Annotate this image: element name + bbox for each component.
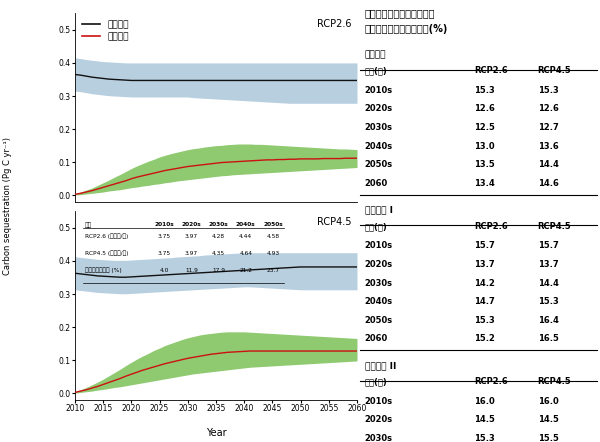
- Text: 2040s: 2040s: [365, 142, 393, 151]
- Text: 14.5: 14.5: [474, 415, 494, 424]
- Text: 2060: 2060: [365, 179, 388, 188]
- Text: RCP4.5: RCP4.5: [538, 377, 571, 386]
- Text: 15.7: 15.7: [538, 241, 559, 250]
- Text: 16.0: 16.0: [474, 397, 494, 406]
- Text: 15.2: 15.2: [474, 335, 494, 343]
- Text: 15.3: 15.3: [474, 316, 494, 325]
- Text: 14.2: 14.2: [474, 278, 494, 288]
- Text: 政策情景 I: 政策情景 I: [365, 206, 393, 214]
- Text: 2010s: 2010s: [365, 397, 393, 406]
- Text: RCP4.5: RCP4.5: [538, 66, 571, 76]
- Legend: 基准情景, 目标管理: 基准情景, 目标管理: [80, 18, 132, 44]
- Text: 2010s: 2010s: [365, 241, 393, 250]
- Text: 13.6: 13.6: [538, 142, 559, 151]
- Text: 15.3: 15.3: [538, 86, 559, 95]
- Text: 中国陆地生态系统碳汇抗消: 中国陆地生态系统碳汇抗消: [365, 8, 435, 18]
- Text: 13.7: 13.7: [538, 260, 559, 269]
- Text: 2020s: 2020s: [365, 415, 393, 424]
- Text: 12.5: 12.5: [474, 123, 494, 132]
- Text: Carbon sequestration (Pg C yr⁻¹): Carbon sequestration (Pg C yr⁻¹): [2, 137, 12, 274]
- Text: 16.4: 16.4: [538, 316, 559, 325]
- Text: RCP2.6: RCP2.6: [317, 19, 352, 29]
- Text: 14.6: 14.6: [538, 179, 559, 188]
- Text: 年代(年): 年代(年): [365, 222, 388, 231]
- Text: 2020s: 2020s: [365, 104, 393, 114]
- Text: 13.0: 13.0: [474, 142, 494, 151]
- Text: 15.7: 15.7: [474, 241, 494, 250]
- Text: RCP4.5: RCP4.5: [317, 217, 352, 227]
- Text: 2030s: 2030s: [365, 278, 393, 288]
- Text: 16.5: 16.5: [538, 335, 559, 343]
- Text: 2030s: 2030s: [365, 123, 393, 132]
- Text: 14.5: 14.5: [538, 415, 559, 424]
- Text: 12.6: 12.6: [474, 104, 494, 114]
- Text: 政策情景 II: 政策情景 II: [365, 361, 396, 370]
- Text: 15.5: 15.5: [538, 434, 559, 442]
- Text: 2060: 2060: [365, 335, 388, 343]
- Text: 16.0: 16.0: [538, 397, 559, 406]
- Text: Year: Year: [206, 427, 226, 438]
- Text: 2020s: 2020s: [365, 260, 393, 269]
- Text: 2030s: 2030s: [365, 434, 393, 442]
- Text: 14.4: 14.4: [538, 160, 559, 169]
- Text: 15.3: 15.3: [474, 434, 494, 442]
- Text: 2050s: 2050s: [365, 160, 393, 169]
- Text: 2050s: 2050s: [365, 316, 393, 325]
- Text: RCP2.6: RCP2.6: [474, 377, 508, 386]
- Text: 12.6: 12.6: [538, 104, 559, 114]
- Text: 15.3: 15.3: [538, 297, 559, 306]
- Text: 2040s: 2040s: [365, 297, 393, 306]
- Text: RCP4.5: RCP4.5: [538, 222, 571, 231]
- Text: 能源二氧化碳排放的比例(%): 能源二氧化碳排放的比例(%): [365, 24, 448, 34]
- Text: 15.3: 15.3: [474, 86, 494, 95]
- Text: 年代(年): 年代(年): [365, 377, 388, 386]
- Text: 参考情景: 参考情景: [365, 50, 386, 59]
- Text: 13.4: 13.4: [474, 179, 494, 188]
- Text: RCP2.6: RCP2.6: [474, 222, 508, 231]
- Text: 13.5: 13.5: [474, 160, 494, 169]
- Text: RCP2.6: RCP2.6: [474, 66, 508, 76]
- Text: 13.7: 13.7: [474, 260, 494, 269]
- Text: 2010s: 2010s: [365, 86, 393, 95]
- Text: 年代(年): 年代(年): [365, 66, 388, 76]
- Text: 14.7: 14.7: [474, 297, 494, 306]
- Text: 12.7: 12.7: [538, 123, 559, 132]
- Text: 14.4: 14.4: [538, 278, 559, 288]
